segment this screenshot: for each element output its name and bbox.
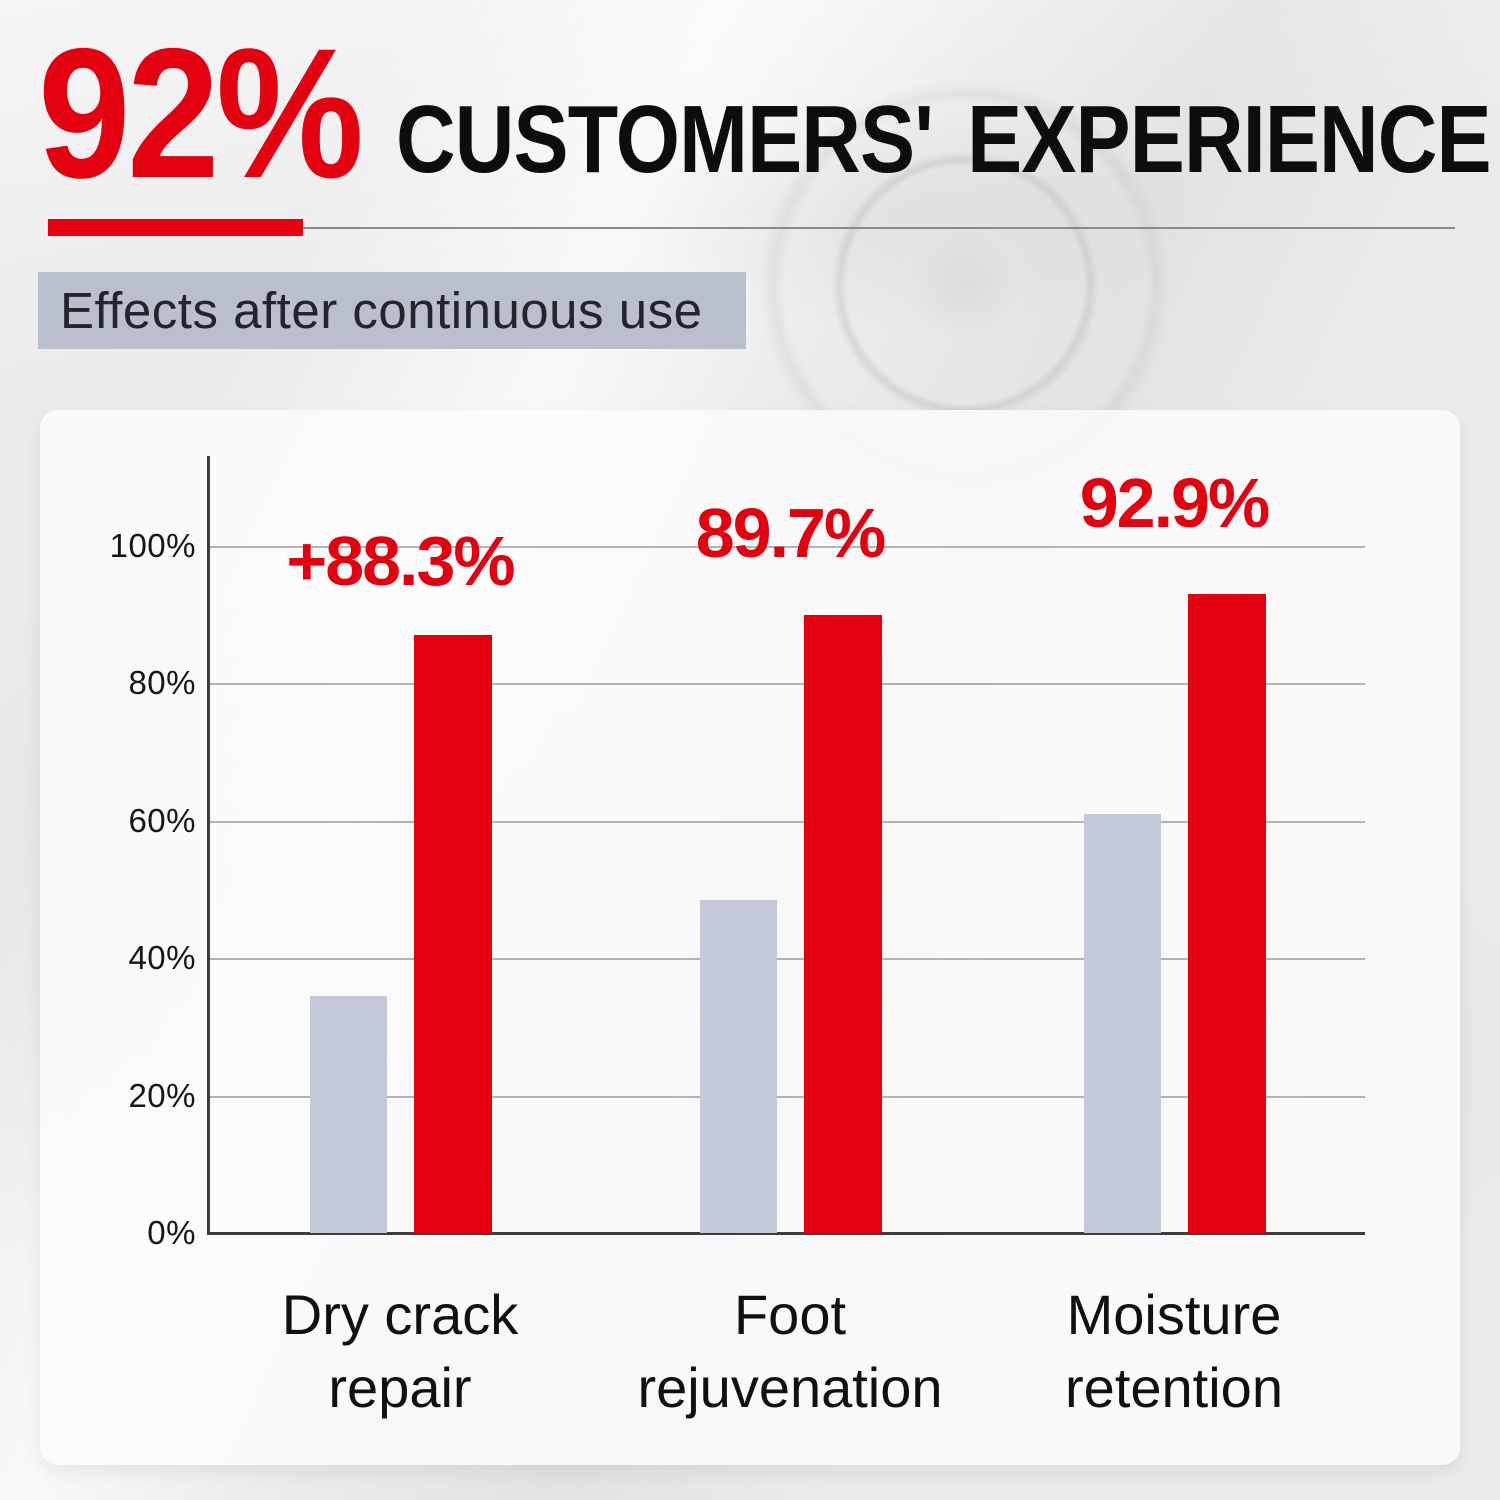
bar-after-foot-rejuvenation xyxy=(804,614,882,1233)
y-tick-80: 80% xyxy=(128,664,196,702)
bar-before-moisture-retention xyxy=(1084,813,1161,1233)
chart-panel: 100% 80% 60% 40% 20% 0% +88.3% 89.7% 92.… xyxy=(40,410,1460,1465)
divider-accent-bar xyxy=(48,219,303,236)
category-label-foot-rejuvenation: Foot rejuvenation xyxy=(637,1283,943,1419)
gridline-80 xyxy=(210,683,1365,686)
headline-percent: 92% xyxy=(38,11,364,217)
headline-text: CUSTOMERS' EXPERIENCE xyxy=(396,86,1492,193)
y-tick-20: 20% xyxy=(128,1076,196,1114)
bar-after-moisture-retention xyxy=(1188,594,1266,1233)
bar-after-dry-crack-repair xyxy=(414,635,492,1233)
x-axis-line xyxy=(210,1232,1365,1235)
subtitle-badge: Effects after continuous use xyxy=(38,272,747,349)
y-tick-0: 0% xyxy=(147,1214,196,1251)
value-label-foot-rejuvenation: 89.7% xyxy=(695,494,886,573)
value-label-moisture-retention: 92.9% xyxy=(1079,463,1270,542)
y-axis-line xyxy=(207,456,210,1235)
gridline-20 xyxy=(210,1095,1365,1098)
category-label-moisture-retention: Moisture retention xyxy=(1065,1283,1283,1419)
bar-before-dry-crack-repair xyxy=(310,996,387,1233)
y-tick-40: 40% xyxy=(128,939,196,977)
bar-chart: 100% 80% 60% 40% 20% 0% +88.3% 89.7% 92.… xyxy=(110,456,1365,1419)
gridline-100 xyxy=(210,546,1365,548)
gridline-60 xyxy=(210,820,1365,823)
gridline-40 xyxy=(210,958,1365,961)
category-label-dry-crack-repair: Dry crack repair xyxy=(281,1283,519,1419)
y-tick-60: 60% xyxy=(128,801,196,839)
divider xyxy=(48,219,1455,236)
divider-line xyxy=(303,226,1455,229)
y-tick-100: 100% xyxy=(109,527,196,564)
bar-before-foot-rejuvenation xyxy=(700,899,777,1233)
value-label-dry-crack-repair: +88.3% xyxy=(286,521,515,600)
headline: 92% CUSTOMERS' EXPERIENCE xyxy=(38,22,1500,207)
